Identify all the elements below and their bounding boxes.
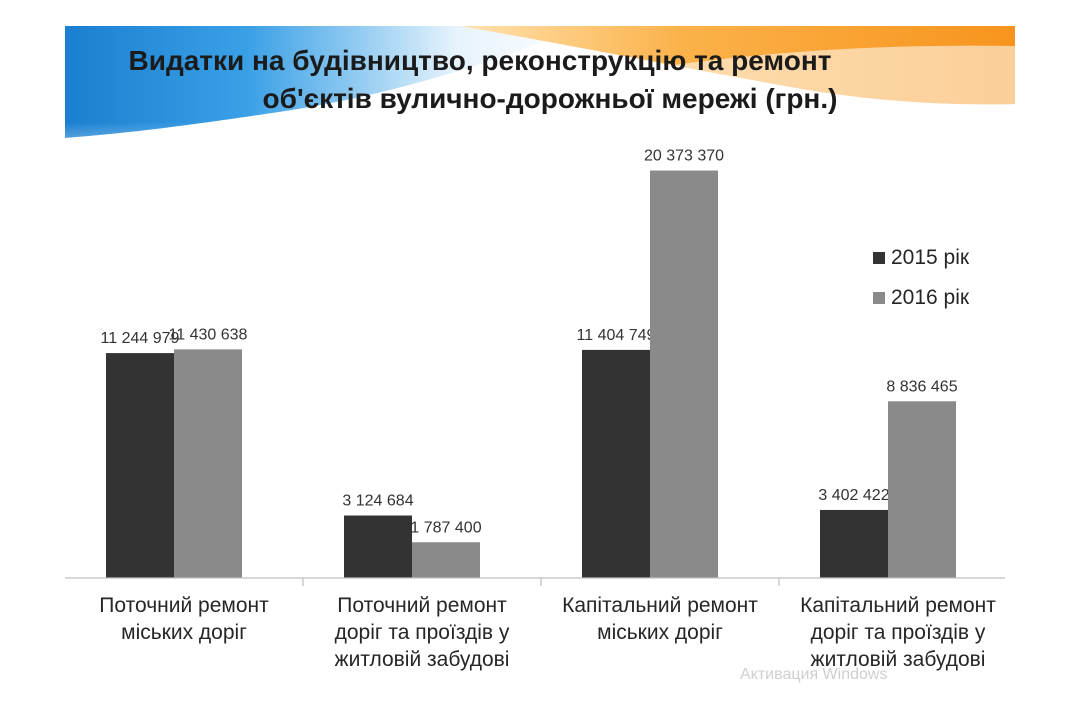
title-banner bbox=[65, 26, 1015, 186]
category-label-0: Поточний ремонт міських доріг bbox=[65, 592, 303, 646]
legend: 2015 рік 2016 рік bbox=[873, 238, 969, 318]
category-label-line: житловій забудові bbox=[334, 648, 510, 671]
data-label-2015-рік-3: 3 402 422 bbox=[818, 487, 889, 504]
data-label-2016-рік-0: 11 430 638 bbox=[169, 326, 248, 343]
category-label-line: житловій забудові bbox=[810, 648, 986, 671]
category-label-line: Поточний ремонт bbox=[337, 594, 507, 617]
bar-2016-рік-0 bbox=[174, 349, 242, 578]
data-label-2015-рік-1: 3 124 684 bbox=[342, 493, 413, 510]
data-label-2016-рік-3: 8 836 465 bbox=[886, 378, 957, 395]
chart-title-line-1: Видатки на будівництво, реконструкцію та… bbox=[128, 45, 832, 76]
legend-label-2015: 2015 рік bbox=[891, 246, 970, 269]
slide: Видатки на будівництво, реконструкцію та… bbox=[65, 26, 1015, 694]
bar-2016-рік-3 bbox=[888, 401, 956, 578]
legend-swatch-2016 bbox=[873, 292, 885, 304]
chart-title: Видатки на будівництво, реконструкцію та… bbox=[65, 42, 1015, 118]
legend-label-2016: 2016 рік bbox=[891, 286, 970, 309]
category-label-line: міських доріг bbox=[597, 621, 723, 644]
bar-2016-рік-1 bbox=[412, 542, 480, 578]
category-label-line: міських доріг bbox=[121, 621, 247, 644]
data-label-2015-рік-0: 11 244 979 bbox=[101, 330, 180, 347]
category-label-line: доріг та проїздів у bbox=[810, 621, 986, 644]
legend-item-2015: 2015 рік bbox=[873, 238, 969, 278]
bar-2015-рік-2 bbox=[582, 349, 650, 578]
category-label-line: Капітальний ремонт bbox=[562, 594, 758, 617]
bar-2015-рік-0 bbox=[106, 353, 174, 578]
category-label-1: Поточний ремонт доріг та проїздів у житлов… bbox=[303, 592, 541, 673]
bar-chart: 11 244 979 3 124 684 11 404 749 3 402 422 11… bbox=[65, 148, 1005, 586]
category-label-line: Поточний ремонт bbox=[99, 594, 269, 617]
legend-swatch-2015 bbox=[873, 252, 885, 264]
category-label-3: Капітальний ремонт доріг та проїздів у жит… bbox=[779, 592, 1015, 673]
windows-activation-watermark: Активация Windows bbox=[740, 666, 888, 683]
legend-item-2016: 2016 рік bbox=[873, 278, 969, 318]
bar-2015-рік-1 bbox=[344, 515, 412, 578]
category-label-line: доріг та проїздів у bbox=[334, 621, 510, 644]
data-label-2016-рік-2: 20 373 370 bbox=[644, 148, 724, 165]
data-label-2016-рік-1: 1 787 400 bbox=[410, 519, 481, 536]
data-label-2015-рік-2: 11 404 749 bbox=[577, 327, 656, 344]
bar-2015-рік-3 bbox=[820, 509, 888, 578]
bar-2016-рік-2 bbox=[650, 170, 718, 578]
category-label-line: Капітальний ремонт bbox=[800, 594, 996, 617]
chart-title-line-2: об'єктів вулично-дорожньої мережі (грн.) bbox=[262, 83, 838, 114]
category-label-2: Капітальний ремонт міських доріг bbox=[541, 592, 779, 646]
